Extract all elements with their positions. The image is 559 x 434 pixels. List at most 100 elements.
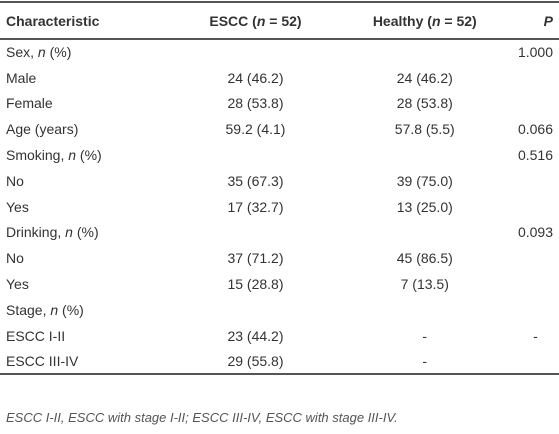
text-segment: ESCC I-II — [6, 327, 66, 344]
text-segment: Sex, — [6, 44, 38, 61]
row-label: No — [0, 168, 173, 194]
cell-p — [512, 91, 559, 117]
text-segment: Smoking, — [6, 147, 69, 164]
cell-escc: 59.2 (4.1) — [225, 121, 286, 138]
cell-p — [512, 194, 559, 220]
text-segment: n — [37, 44, 46, 61]
text-segment: (%) — [76, 147, 102, 164]
text-segment: Stage, — [6, 301, 51, 318]
cell-healthy — [338, 39, 512, 65]
cell-escc: 37 (71.2) — [227, 250, 284, 267]
table-row: Yes 15 (28.8) 7 (13.5) — [0, 271, 559, 297]
header-cell: Characteristic — [0, 2, 173, 39]
table-row: Drinking, n (%) 0.093 — [0, 220, 559, 246]
text-segment: Female — [6, 95, 53, 112]
header-cell: ESCC (n = 52) — [173, 2, 337, 39]
text-segment: n — [431, 12, 441, 29]
row-label: ESCC III-IV — [0, 349, 173, 375]
table-row: ESCC III-IV 29 (55.8) - — [0, 349, 559, 375]
table-body: Sex, n (%) 1.000 Male 24 (46.2) 24 (46.2) Fem… — [0, 39, 559, 374]
text-segment: n — [68, 147, 77, 164]
cell-healthy: 28 (53.8) — [396, 95, 453, 112]
cell-healthy: 24 (46.2) — [396, 69, 453, 86]
text-segment: Yes — [6, 198, 29, 215]
text-segment: P — [543, 12, 553, 29]
row-label: Smoking, n (%) — [0, 142, 173, 168]
text-segment: Male — [6, 69, 37, 86]
table-row: Smoking, n (%) 0.516 — [0, 142, 559, 168]
text-segment: ESCC III-IV — [6, 352, 79, 369]
cell-healthy: 7 (13.5) — [400, 276, 449, 293]
cell-p — [512, 349, 559, 375]
table-row: No 37 (71.2) 45 (86.5) — [0, 245, 559, 271]
text-segment: Healthy ( — [372, 12, 432, 29]
text-segment: No — [6, 250, 24, 267]
data-table: Characteristic ESCC (n = 52) Healthy (n = … — [0, 1, 559, 376]
text-segment: (%) — [45, 44, 72, 61]
cell-healthy: 57.8 (5.5) — [394, 121, 455, 138]
cell-escc: 35 (67.3) — [227, 172, 284, 189]
cell-healthy: - — [422, 327, 428, 344]
table-row: Yes 17 (32.7) 13 (25.0) — [0, 194, 559, 220]
row-label: Yes — [0, 271, 173, 297]
cell-escc: 28 (53.8) — [227, 95, 284, 112]
cell-escc: 29 (55.8) — [227, 352, 284, 369]
cell-escc: 24 (46.2) — [227, 69, 284, 86]
cell-escc: 15 (28.8) — [227, 276, 284, 293]
cell-p — [512, 65, 559, 91]
text-segment: Age (years) — [6, 121, 79, 138]
header-cell: Healthy (n = 52) — [338, 2, 512, 39]
cell-healthy: 45 (86.5) — [396, 250, 453, 267]
footnote: ESCC I-II, ESCC with stage I-II; ESCC II… — [6, 410, 398, 425]
cell-healthy — [338, 297, 512, 323]
cell-p: 0.516 — [517, 147, 553, 164]
cell-p: 0.093 — [517, 224, 553, 241]
text-segment: ESCC ( — [209, 12, 257, 29]
row-label: No — [0, 245, 173, 271]
text-segment: n — [65, 224, 73, 241]
cell-healthy — [338, 220, 512, 246]
cell-healthy — [338, 142, 512, 168]
cell-escc — [173, 220, 337, 246]
cell-p — [512, 245, 559, 271]
text-segment: Yes — [6, 276, 29, 293]
cell-p — [512, 271, 559, 297]
cell-escc: 23 (44.2) — [227, 327, 284, 344]
table-row: Stage, n (%) — [0, 297, 559, 323]
cell-escc — [173, 39, 337, 65]
row-label: Female — [0, 91, 173, 117]
cell-escc: 17 (32.7) — [227, 198, 284, 215]
text-segment: = 52) — [440, 12, 477, 29]
row-label: Stage, n (%) — [0, 297, 173, 323]
cell-p — [512, 297, 559, 323]
text-segment: = 52) — [265, 12, 302, 29]
text-segment: No — [6, 172, 24, 189]
cell-healthy: 39 (75.0) — [396, 172, 453, 189]
text-segment: n — [256, 12, 266, 29]
text-segment: Drinking, — [6, 224, 66, 241]
table-row: No 35 (67.3) 39 (75.0) — [0, 168, 559, 194]
cell-healthy: - — [422, 352, 428, 369]
cell-healthy: 13 (25.0) — [396, 198, 453, 215]
table-row: ESCC I-II 23 (44.2) - - — [0, 323, 559, 349]
row-label: Male — [0, 65, 173, 91]
table-row: Male 24 (46.2) 24 (46.2) — [0, 65, 559, 91]
table-row: Sex, n (%) 1.000 — [0, 39, 559, 65]
text-segment: (%) — [58, 301, 84, 318]
cell-p — [512, 168, 559, 194]
table-row: Female 28 (53.8) 28 (53.8) — [0, 91, 559, 117]
cell-escc — [173, 297, 337, 323]
table-row: Age (years) 59.2 (4.1) 57.8 (5.5) 0.066 — [0, 116, 559, 142]
text-segment: (%) — [72, 224, 99, 241]
text-segment: n — [50, 301, 59, 318]
header-row: Characteristic ESCC (n = 52) Healthy (n = … — [0, 2, 559, 39]
row-label: Sex, n (%) — [0, 39, 173, 65]
cell-p: 0.066 — [517, 121, 553, 138]
row-label: ESCC I-II — [0, 323, 173, 349]
row-label: Yes — [0, 194, 173, 220]
row-label: Age (years) — [0, 116, 173, 142]
cell-p: 1.000 — [517, 44, 553, 61]
row-label: Drinking, n (%) — [0, 220, 173, 246]
cell-p: - — [533, 327, 538, 344]
